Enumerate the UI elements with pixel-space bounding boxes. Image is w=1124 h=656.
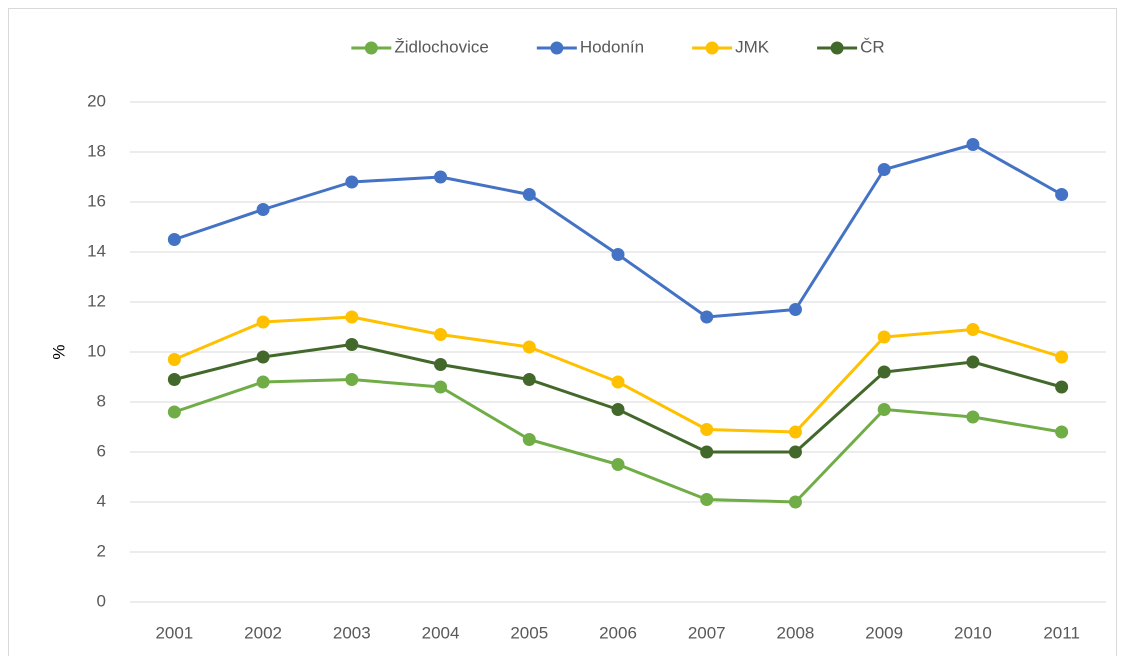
x-tick-label: 2001 bbox=[155, 623, 193, 642]
data-point bbox=[700, 493, 714, 506]
data-point bbox=[877, 330, 891, 344]
data-point bbox=[611, 375, 625, 389]
data-point bbox=[345, 175, 359, 189]
y-axis-label: % bbox=[49, 344, 68, 359]
data-point bbox=[788, 303, 802, 316]
y-tick-label: 0 bbox=[97, 591, 106, 610]
x-tick-label: 2005 bbox=[510, 623, 548, 642]
data-point bbox=[522, 433, 536, 446]
data-point bbox=[167, 373, 181, 386]
x-tick-label: 2011 bbox=[1043, 623, 1080, 642]
data-point bbox=[611, 403, 625, 416]
data-point bbox=[1055, 188, 1069, 201]
data-point bbox=[522, 373, 536, 386]
data-point bbox=[434, 380, 448, 394]
x-tick-label: 2008 bbox=[777, 623, 815, 642]
legend-marker bbox=[830, 41, 844, 55]
data-point bbox=[788, 495, 802, 509]
data-point bbox=[167, 405, 181, 419]
y-tick-label: 8 bbox=[97, 391, 106, 410]
data-point bbox=[966, 323, 980, 336]
y-tick-label: 6 bbox=[97, 441, 106, 460]
data-point bbox=[788, 445, 802, 459]
x-tick-label: 2006 bbox=[599, 623, 637, 642]
x-tick-label: 2003 bbox=[333, 623, 371, 642]
data-point bbox=[167, 353, 181, 366]
data-point bbox=[877, 403, 891, 416]
data-point bbox=[700, 310, 714, 324]
data-point bbox=[966, 410, 980, 424]
data-point bbox=[167, 233, 181, 246]
legend-marker bbox=[364, 41, 378, 55]
y-tick-label: 4 bbox=[97, 491, 106, 510]
data-point bbox=[1055, 350, 1069, 364]
y-tick-label: 20 bbox=[87, 91, 106, 110]
data-point bbox=[256, 315, 270, 329]
legend-label: ČR bbox=[860, 37, 885, 56]
data-point bbox=[434, 328, 448, 341]
x-tick-label: 2002 bbox=[244, 623, 282, 642]
y-tick-label: 16 bbox=[87, 191, 106, 210]
data-point bbox=[611, 248, 625, 261]
data-point bbox=[522, 340, 536, 354]
data-point bbox=[788, 425, 802, 439]
legend-marker bbox=[550, 41, 564, 55]
x-tick-label: 2009 bbox=[865, 623, 903, 642]
y-tick-label: 12 bbox=[87, 291, 106, 310]
y-tick-label: 18 bbox=[87, 141, 106, 160]
data-point bbox=[877, 365, 891, 379]
data-point bbox=[522, 188, 536, 201]
data-point bbox=[256, 375, 270, 389]
legend-label: Židlochovice bbox=[394, 37, 489, 56]
data-point bbox=[256, 203, 270, 216]
data-point bbox=[700, 445, 714, 459]
legend-marker bbox=[705, 41, 719, 55]
x-tick-label: 2010 bbox=[954, 623, 992, 642]
data-point bbox=[256, 350, 270, 364]
x-tick-label: 2004 bbox=[422, 623, 460, 642]
data-point bbox=[345, 310, 359, 324]
legend-label: Hodonín bbox=[580, 37, 644, 56]
data-point bbox=[966, 138, 980, 151]
data-point bbox=[345, 373, 359, 386]
y-tick-label: 14 bbox=[87, 241, 106, 260]
data-point bbox=[434, 358, 448, 371]
data-point bbox=[966, 355, 980, 369]
y-tick-label: 2 bbox=[97, 541, 106, 560]
x-tick-label: 2007 bbox=[688, 623, 726, 642]
legend: Židlochovice Hodonín JMK ČR bbox=[351, 37, 885, 56]
data-point bbox=[1055, 425, 1069, 439]
data-point bbox=[434, 170, 448, 184]
data-point bbox=[345, 338, 359, 351]
legend-label: JMK bbox=[735, 37, 770, 56]
data-point bbox=[611, 458, 625, 471]
y-tick-label: 10 bbox=[87, 341, 106, 360]
data-point bbox=[1055, 380, 1069, 394]
data-point bbox=[700, 423, 714, 436]
data-point bbox=[877, 163, 891, 176]
